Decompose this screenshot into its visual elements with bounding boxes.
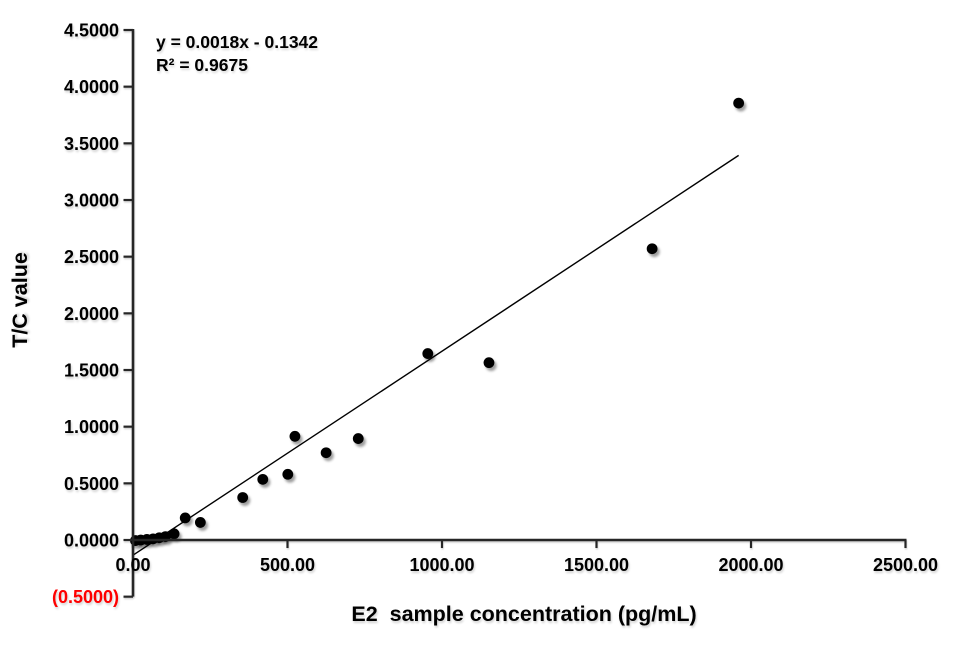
x-tick-label: 2000.00: [718, 555, 783, 575]
x-tick-label: 1500.00: [564, 555, 629, 575]
tick-labels: 4.5000 4.0000 3.5000 3.0000 2.5000 2.0000 1.50…: [52, 21, 938, 608]
x-tick-label: 0.00: [115, 555, 150, 575]
data-point: [320, 447, 332, 459]
data-point: [483, 357, 495, 369]
x-tick-label: 1000.00: [409, 555, 474, 575]
data-point: [422, 348, 434, 359]
data-point: [282, 468, 294, 480]
data-points: [130, 97, 745, 546]
x-tick-label: 500.00: [260, 555, 315, 575]
y-tick-label: (0.5000): [52, 587, 119, 607]
trendline: [132, 154, 740, 556]
data-point: [168, 528, 180, 540]
data-point: [237, 492, 249, 503]
y-tick-label: 1.0000: [64, 417, 119, 437]
y-tick-label: 2.0000: [64, 304, 119, 324]
axes: [123, 28, 907, 598]
axis-title-x: E2 sample concentration (pg/mL): [351, 602, 696, 626]
y-tick-label: 1.5000: [64, 361, 119, 381]
y-tick-label: 3.5000: [64, 134, 119, 154]
data-point: [194, 517, 206, 528]
y-tick-label: 0.0000: [64, 531, 119, 551]
r-squared-label: R² = 0.9675: [156, 55, 248, 75]
y-tick-label: 2.5000: [64, 247, 119, 267]
y-tick-label: 3.0000: [64, 191, 119, 211]
axis-title-y: T/C value: [8, 252, 32, 348]
y-tick-label: 4.0000: [64, 77, 119, 97]
data-point: [352, 433, 364, 444]
data-point: [646, 243, 658, 255]
data-point: [289, 430, 301, 442]
x-tick-label: 2500.00: [873, 555, 938, 575]
trendline-equation-label: y = 0.0018x - 0.1342: [156, 32, 318, 52]
data-point: [733, 97, 745, 109]
y-tick-label: 4.5000: [64, 21, 119, 41]
data-point: [257, 473, 269, 485]
y-tick-label: 0.5000: [64, 474, 119, 494]
data-point: [179, 512, 191, 524]
